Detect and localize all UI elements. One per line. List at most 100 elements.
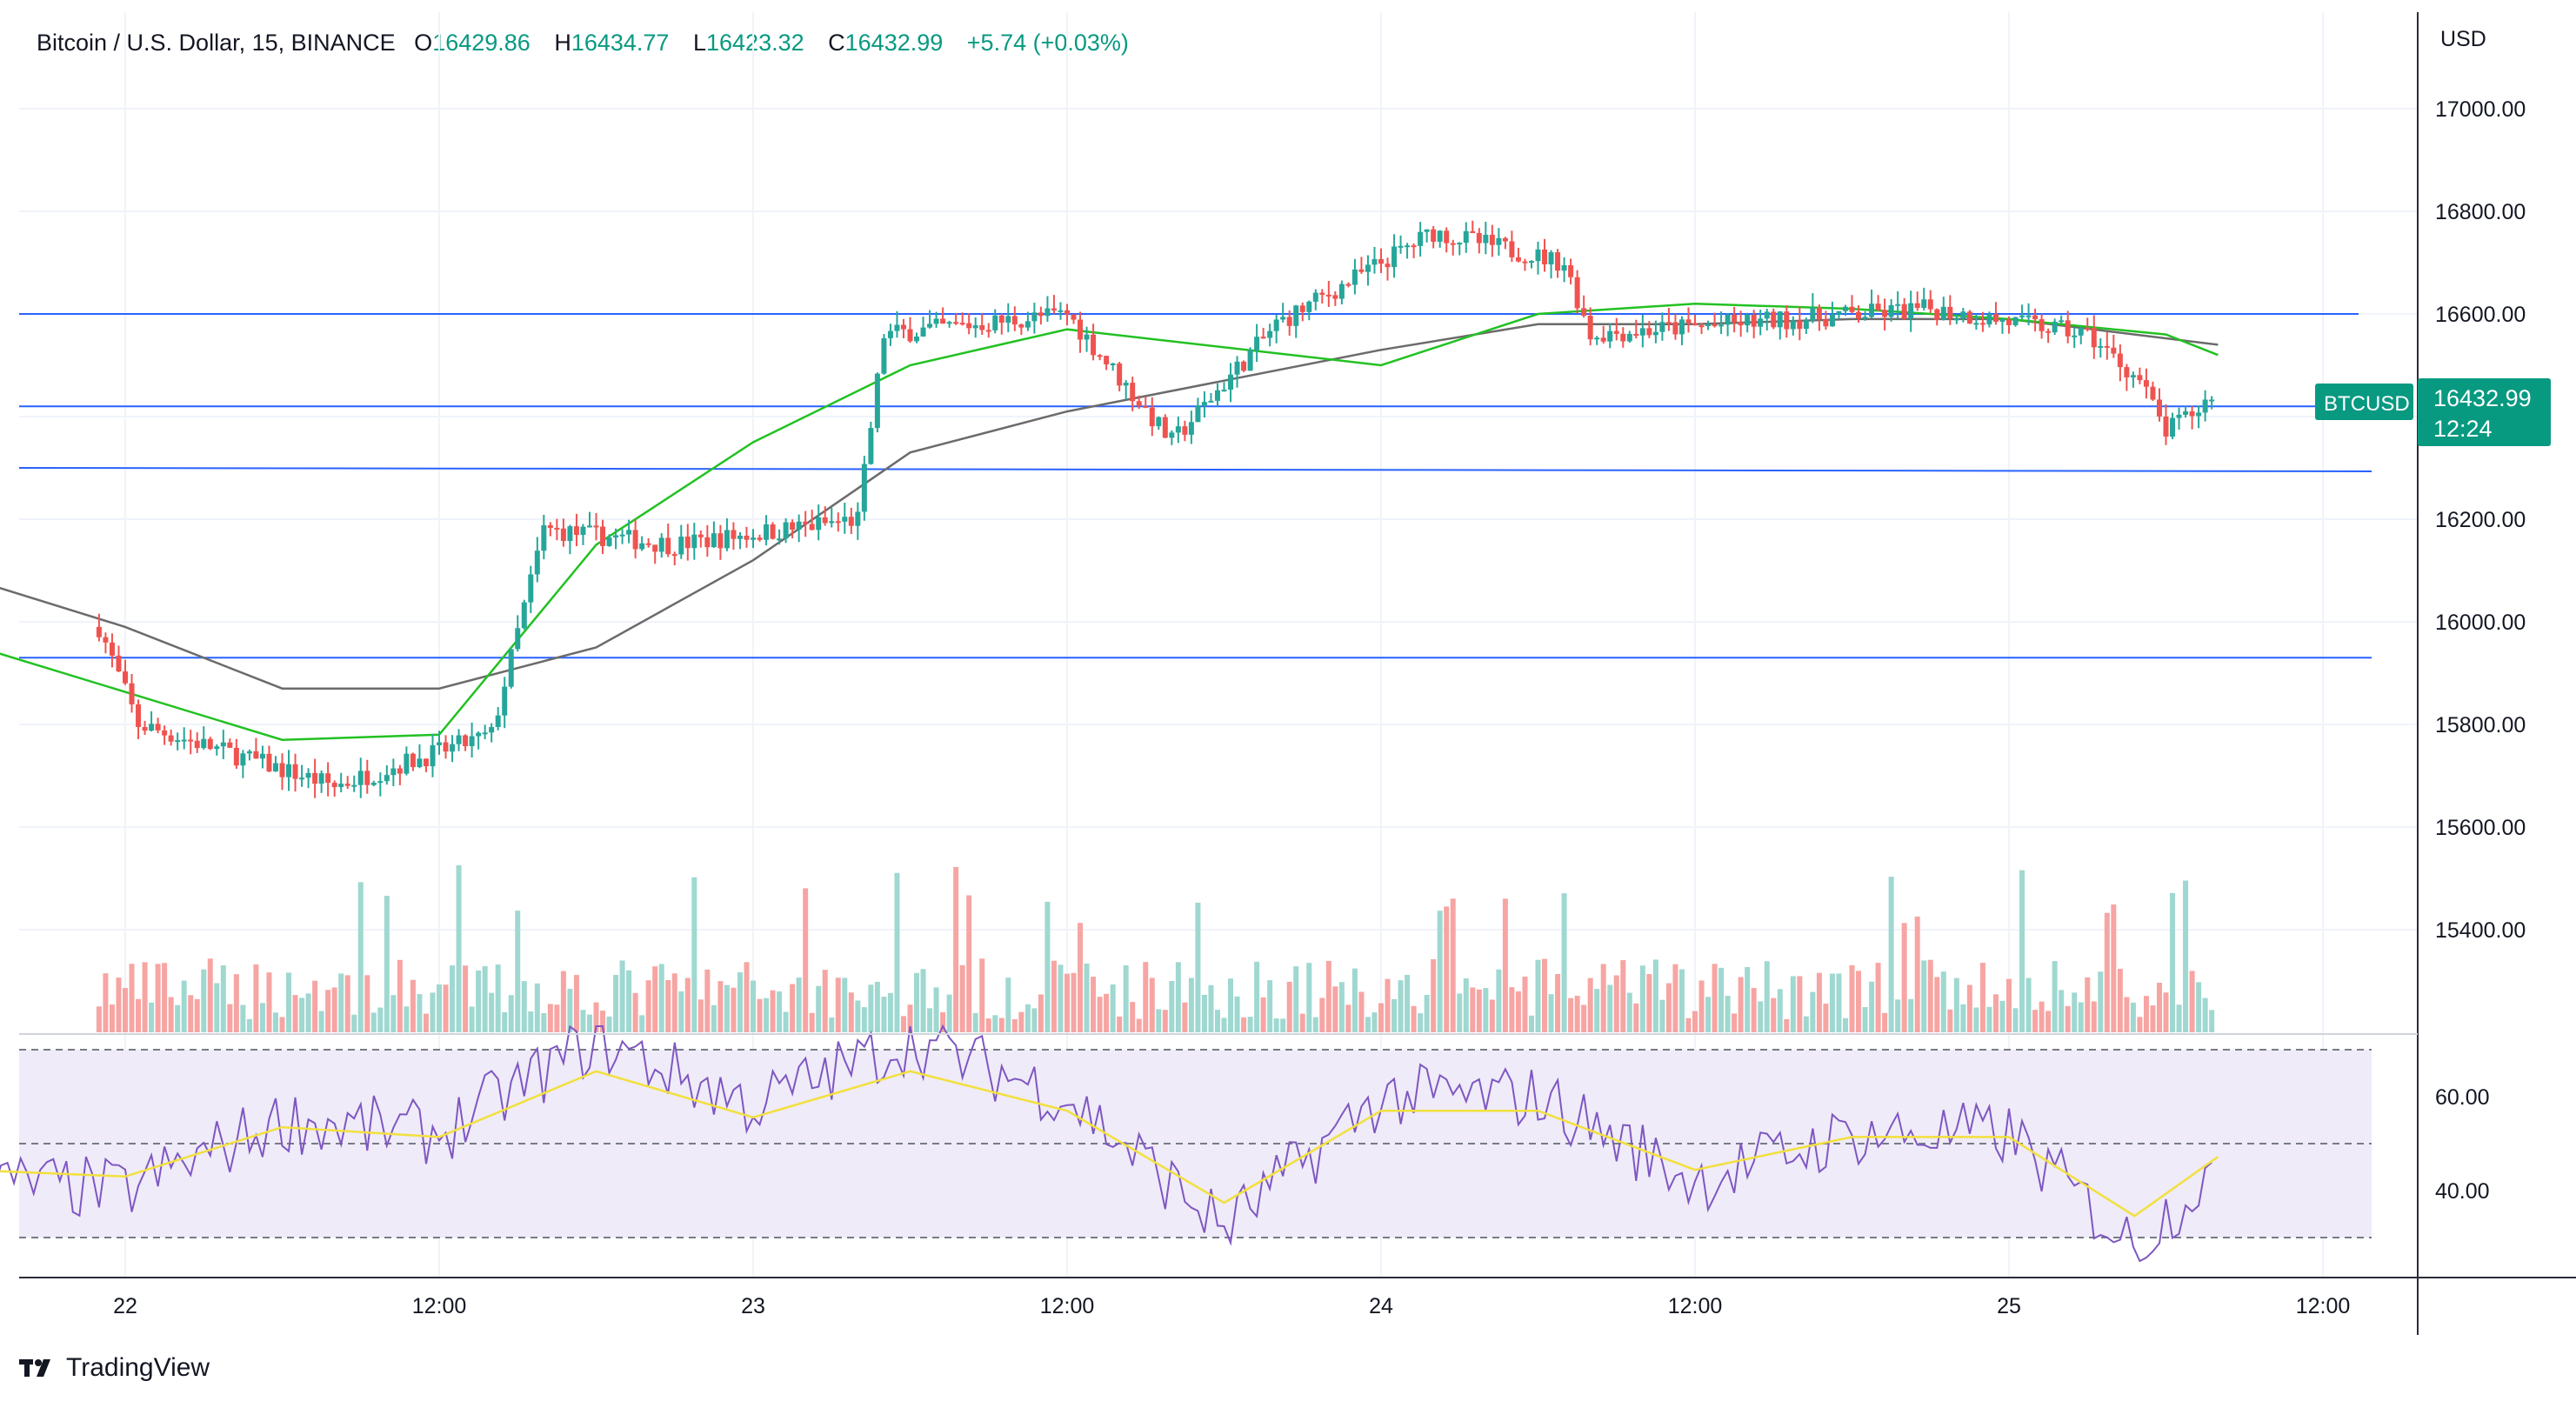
volume-bar: [907, 1004, 913, 1032]
high-value: 16434.77: [571, 30, 670, 56]
volume-bar: [214, 983, 220, 1032]
candle-body: [1058, 310, 1064, 312]
candle-body: [704, 537, 711, 548]
volume-bar: [1143, 962, 1149, 1032]
candle-body: [678, 537, 684, 555]
candle-body: [1816, 307, 1822, 320]
volume-bar: [2170, 892, 2176, 1032]
volume-bar: [404, 1006, 410, 1032]
candle-body: [606, 537, 612, 546]
candle-body: [404, 753, 410, 774]
candle-body: [1078, 319, 1084, 340]
volume-bar: [671, 973, 677, 1032]
candle-body: [966, 323, 972, 329]
volume-bar: [1966, 984, 1972, 1032]
candle-body: [1378, 258, 1384, 264]
candle-body: [325, 773, 331, 784]
volume-bar: [1005, 978, 1011, 1032]
volume-bar: [764, 998, 770, 1032]
candle-body: [1784, 311, 1790, 330]
rsi-axis-labels: 60.00 40.00: [2435, 1085, 2490, 1204]
last-price-tag: [2418, 378, 2551, 446]
candle-body: [1391, 246, 1398, 268]
volume-bar: [1091, 977, 1097, 1032]
candle-body: [1626, 333, 1632, 342]
volume-bar: [894, 872, 900, 1032]
candle-body: [456, 735, 462, 744]
volume-bar: [1882, 1012, 1888, 1032]
volume-bar: [162, 963, 168, 1032]
candle-body: [181, 739, 187, 742]
candle-body: [1908, 303, 1914, 319]
candle-body: [1771, 311, 1777, 328]
volume-bar: [1038, 994, 1044, 1032]
tradingview-brand[interactable]: TradingView: [19, 1353, 210, 1383]
price-axis-label: 17000.00: [2435, 97, 2526, 122]
volume-bar: [1732, 1013, 1738, 1032]
candle-body: [96, 626, 102, 637]
volume-bar: [1940, 971, 1946, 1032]
candle-body: [1365, 264, 1371, 272]
candle-body: [1758, 318, 1764, 327]
volume-bar: [1351, 968, 1358, 1032]
candle-body: [586, 525, 592, 528]
candle-body: [1260, 337, 1266, 339]
volume-bar: [357, 882, 364, 1032]
time-axis-label: 12:00: [412, 1294, 467, 1318]
volume-bar: [2189, 971, 2195, 1032]
candle-body: [1607, 330, 1613, 342]
volume-bar: [2209, 1010, 2215, 1032]
volume-bar: [1463, 978, 1469, 1032]
volume-bar: [476, 970, 482, 1032]
horizontal-levels[interactable]: [18, 313, 2372, 659]
candle-body: [1306, 301, 1312, 312]
volume-bar: [1607, 984, 1613, 1032]
axes: USD: [19, 12, 2576, 1335]
volume-bar: [1672, 964, 1678, 1032]
open-label: O: [414, 30, 433, 56]
candle-body: [1195, 405, 1201, 423]
candle-body: [1071, 314, 1077, 320]
candle-body: [1947, 306, 1953, 319]
candle-body: [1509, 241, 1515, 257]
candle-body: [2209, 399, 2215, 402]
volume-bar: [417, 994, 423, 1032]
volume-bar: [1797, 976, 1803, 1032]
candle-body: [149, 724, 155, 731]
volume-bar: [338, 973, 344, 1032]
candle-body: [162, 730, 168, 736]
volume-bar: [1856, 971, 1862, 1032]
volume-bar: [1306, 963, 1312, 1032]
candle-body: [2176, 414, 2182, 418]
volume-bar: [1201, 994, 1207, 1032]
candle-body: [2170, 417, 2176, 437]
volume-bar: [279, 1017, 285, 1032]
candle-body: [972, 325, 978, 329]
candle-body: [1705, 324, 1712, 327]
candle-body: [1862, 317, 1868, 319]
volume-bar: [1299, 1013, 1305, 1032]
candle-body: [684, 537, 691, 549]
volume-bar: [1620, 960, 1626, 1032]
change-value: +5.74 (+0.03%): [966, 30, 1129, 56]
candle-body: [2183, 411, 2189, 415]
candle-body: [1143, 405, 1149, 408]
volume-bar: [240, 1004, 246, 1032]
candle-body: [783, 522, 789, 539]
volume-bar: [1378, 1003, 1384, 1032]
volume-bar: [1705, 997, 1712, 1032]
candle-body: [1522, 261, 1528, 264]
candle-body: [534, 551, 540, 575]
ma-slow-line: [0, 317, 2219, 690]
volume-bar: [1319, 998, 1325, 1032]
candle-body: [1698, 325, 1705, 328]
volume-bar: [1338, 982, 1345, 1032]
candle-body: [318, 773, 324, 784]
candle-body: [1267, 330, 1273, 338]
candle-body: [2196, 412, 2202, 417]
moving-averages: [0, 302, 2219, 741]
volume-bar: [1914, 916, 1920, 1032]
candle-body: [1594, 337, 1600, 340]
volume-bar: [1437, 911, 1443, 1032]
